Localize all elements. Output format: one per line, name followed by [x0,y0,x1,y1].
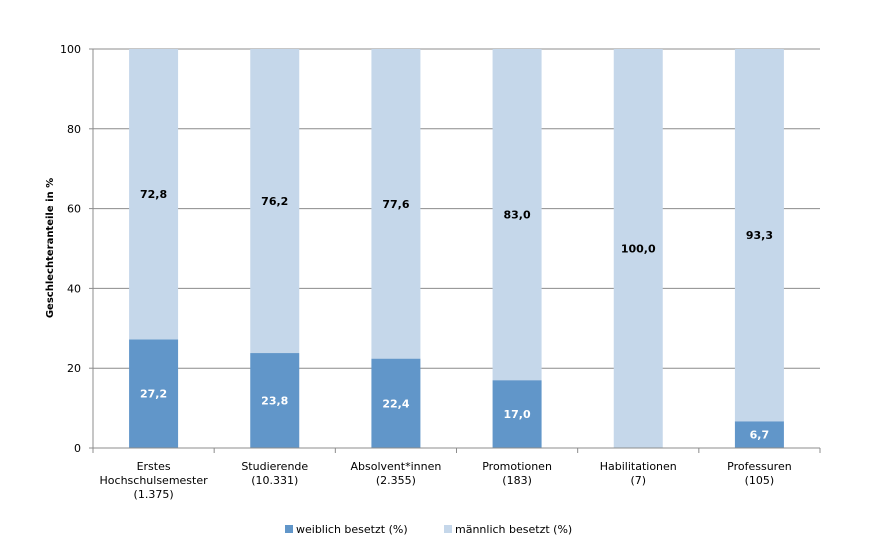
x-category-label: Promotionen (183) [482,460,552,487]
data-label-weiblich: 22,4 [382,397,409,410]
x-axis: Erstes Hochschulsemester (1.375) Studierend… [92,447,821,501]
y-tick-label: 20 [67,362,81,375]
data-label-weiblich: 17,0 [504,408,531,421]
legend: weiblich besetzt (%) männlich besetzt (%) [285,523,572,536]
data-label-maennlich: 77,6 [382,198,409,211]
data-label-maennlich: 100,0 [621,243,656,256]
y-axis-label: Geschlechteranteile in % [45,178,56,318]
bar-weiblich [250,353,300,448]
bar-maennlich [734,49,784,422]
bars [129,49,784,448]
y-tick-label: 0 [74,442,81,455]
legend-label: weiblich besetzt (%) [296,523,408,536]
legend-swatch [285,525,293,533]
bar-weiblich [129,339,179,448]
data-label-weiblich: 23,8 [261,395,288,408]
y-axis-ticks: 0 20 40 60 80 100 [60,43,94,455]
y-tick-label: 80 [67,123,81,136]
bar-weiblich [492,380,542,448]
bar-weiblich [734,421,784,448]
data-label-maennlich: 93,3 [746,229,773,242]
x-category-label: Erstes Hochschulsemester (1.375) [100,460,209,501]
bar-maennlich [613,49,663,448]
data-labels: 27,2 72,8 23,8 76,2 22,4 77,6 17,0 83,0 100,0 6,7… [140,188,773,441]
x-category-label: Studierende (10.331) [241,460,308,487]
data-label-maennlich: 76,2 [261,195,288,208]
bar-maennlich [492,49,542,381]
data-label-weiblich: 6,7 [750,429,770,442]
data-label-weiblich: 27,2 [140,388,167,401]
bar-maennlich [129,49,179,340]
data-label-maennlich: 72,8 [140,188,167,201]
x-category-label: Absolvent*innen (2.355) [351,460,442,487]
legend-swatch [444,525,452,533]
data-label-maennlich: 83,0 [504,209,531,222]
x-category-label: Habilitationen (7) [600,460,677,487]
y-tick-label: 40 [67,282,81,295]
x-category-label: Professuren (105) [727,460,792,487]
bar-weiblich [371,358,421,448]
bar-maennlich [250,49,300,354]
legend-label: männlich besetzt (%) [455,523,572,536]
gridlines [93,48,820,449]
y-tick-label: 100 [60,43,81,56]
y-tick-label: 60 [67,203,81,216]
bar-maennlich [371,49,421,359]
